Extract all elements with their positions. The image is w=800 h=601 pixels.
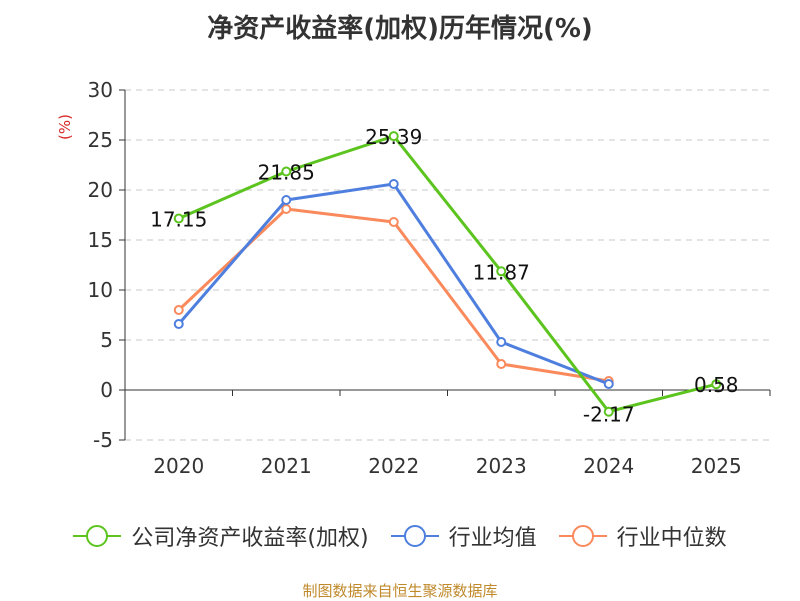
data-label: 17.15 [150, 208, 207, 232]
series-line-1 [177, 182, 610, 386]
x-tick-label: 2021 [261, 454, 312, 478]
data-point-1 [496, 337, 507, 347]
x-tick-label: 2025 [691, 454, 742, 478]
y-tick-label: 5 [100, 328, 113, 352]
y-tick-label: 30 [88, 78, 113, 102]
data-label: 21.85 [258, 161, 315, 185]
x-tick-label: 2022 [368, 454, 419, 478]
y-tick-label: 25 [88, 128, 113, 152]
data-point-1 [388, 179, 399, 189]
data-point-2 [388, 217, 399, 227]
x-tick-label: 2020 [153, 454, 204, 478]
data-point-0 [496, 266, 507, 277]
legend-item-industry-median[interactable]: 行业中位数 [558, 520, 727, 552]
data-point-0 [711, 379, 722, 390]
data-label: 0.58 [694, 373, 739, 397]
data-point-2 [281, 204, 292, 214]
data-label: 25.39 [365, 125, 422, 149]
legend-item-company[interactable]: 公司净资产收益率(加权) [73, 520, 369, 552]
x-tick-label: 2023 [476, 454, 527, 478]
source-note: 制图数据来自恒生聚源数据库 [302, 582, 498, 600]
legend: 公司净资产收益率(加权) 行业均值 行业中位数 [0, 520, 800, 552]
data-point-0 [388, 131, 399, 142]
legend-label-industry-avg: 行业均值 [448, 526, 537, 551]
data-label: 11.87 [473, 260, 530, 284]
legend-swatch-company [73, 525, 122, 547]
data-label: -2.17 [583, 403, 635, 427]
series-line-0 [178, 134, 717, 414]
legend-label-company: 公司净资产收益率(加权) [131, 526, 369, 551]
data-point-0 [281, 166, 292, 177]
chart-title: 净资产收益率(加权)历年情况(%) [207, 14, 593, 44]
x-tick-label: 2024 [583, 454, 634, 478]
data-point-1 [173, 319, 184, 329]
y-tick-label: 0 [100, 378, 113, 402]
data-point-0 [603, 406, 614, 417]
data-point-1 [281, 195, 292, 205]
data-point-2 [496, 359, 507, 369]
legend-swatch-industry-median [558, 525, 607, 547]
legend-item-industry-avg[interactable]: 行业均值 [390, 520, 537, 552]
y-axis-unit-label: (%) [56, 114, 74, 140]
y-tick-label: 15 [88, 228, 113, 252]
y-tick-label: -5 [93, 428, 113, 452]
series-line-2 [177, 207, 609, 383]
data-point-1 [603, 379, 614, 389]
legend-label-industry-median: 行业中位数 [616, 526, 727, 551]
legend-swatch-industry-avg [390, 525, 439, 547]
y-tick-label: 20 [88, 178, 113, 202]
y-tick-label: 10 [88, 278, 113, 302]
data-point-0 [173, 213, 184, 224]
data-point-2 [173, 305, 184, 315]
